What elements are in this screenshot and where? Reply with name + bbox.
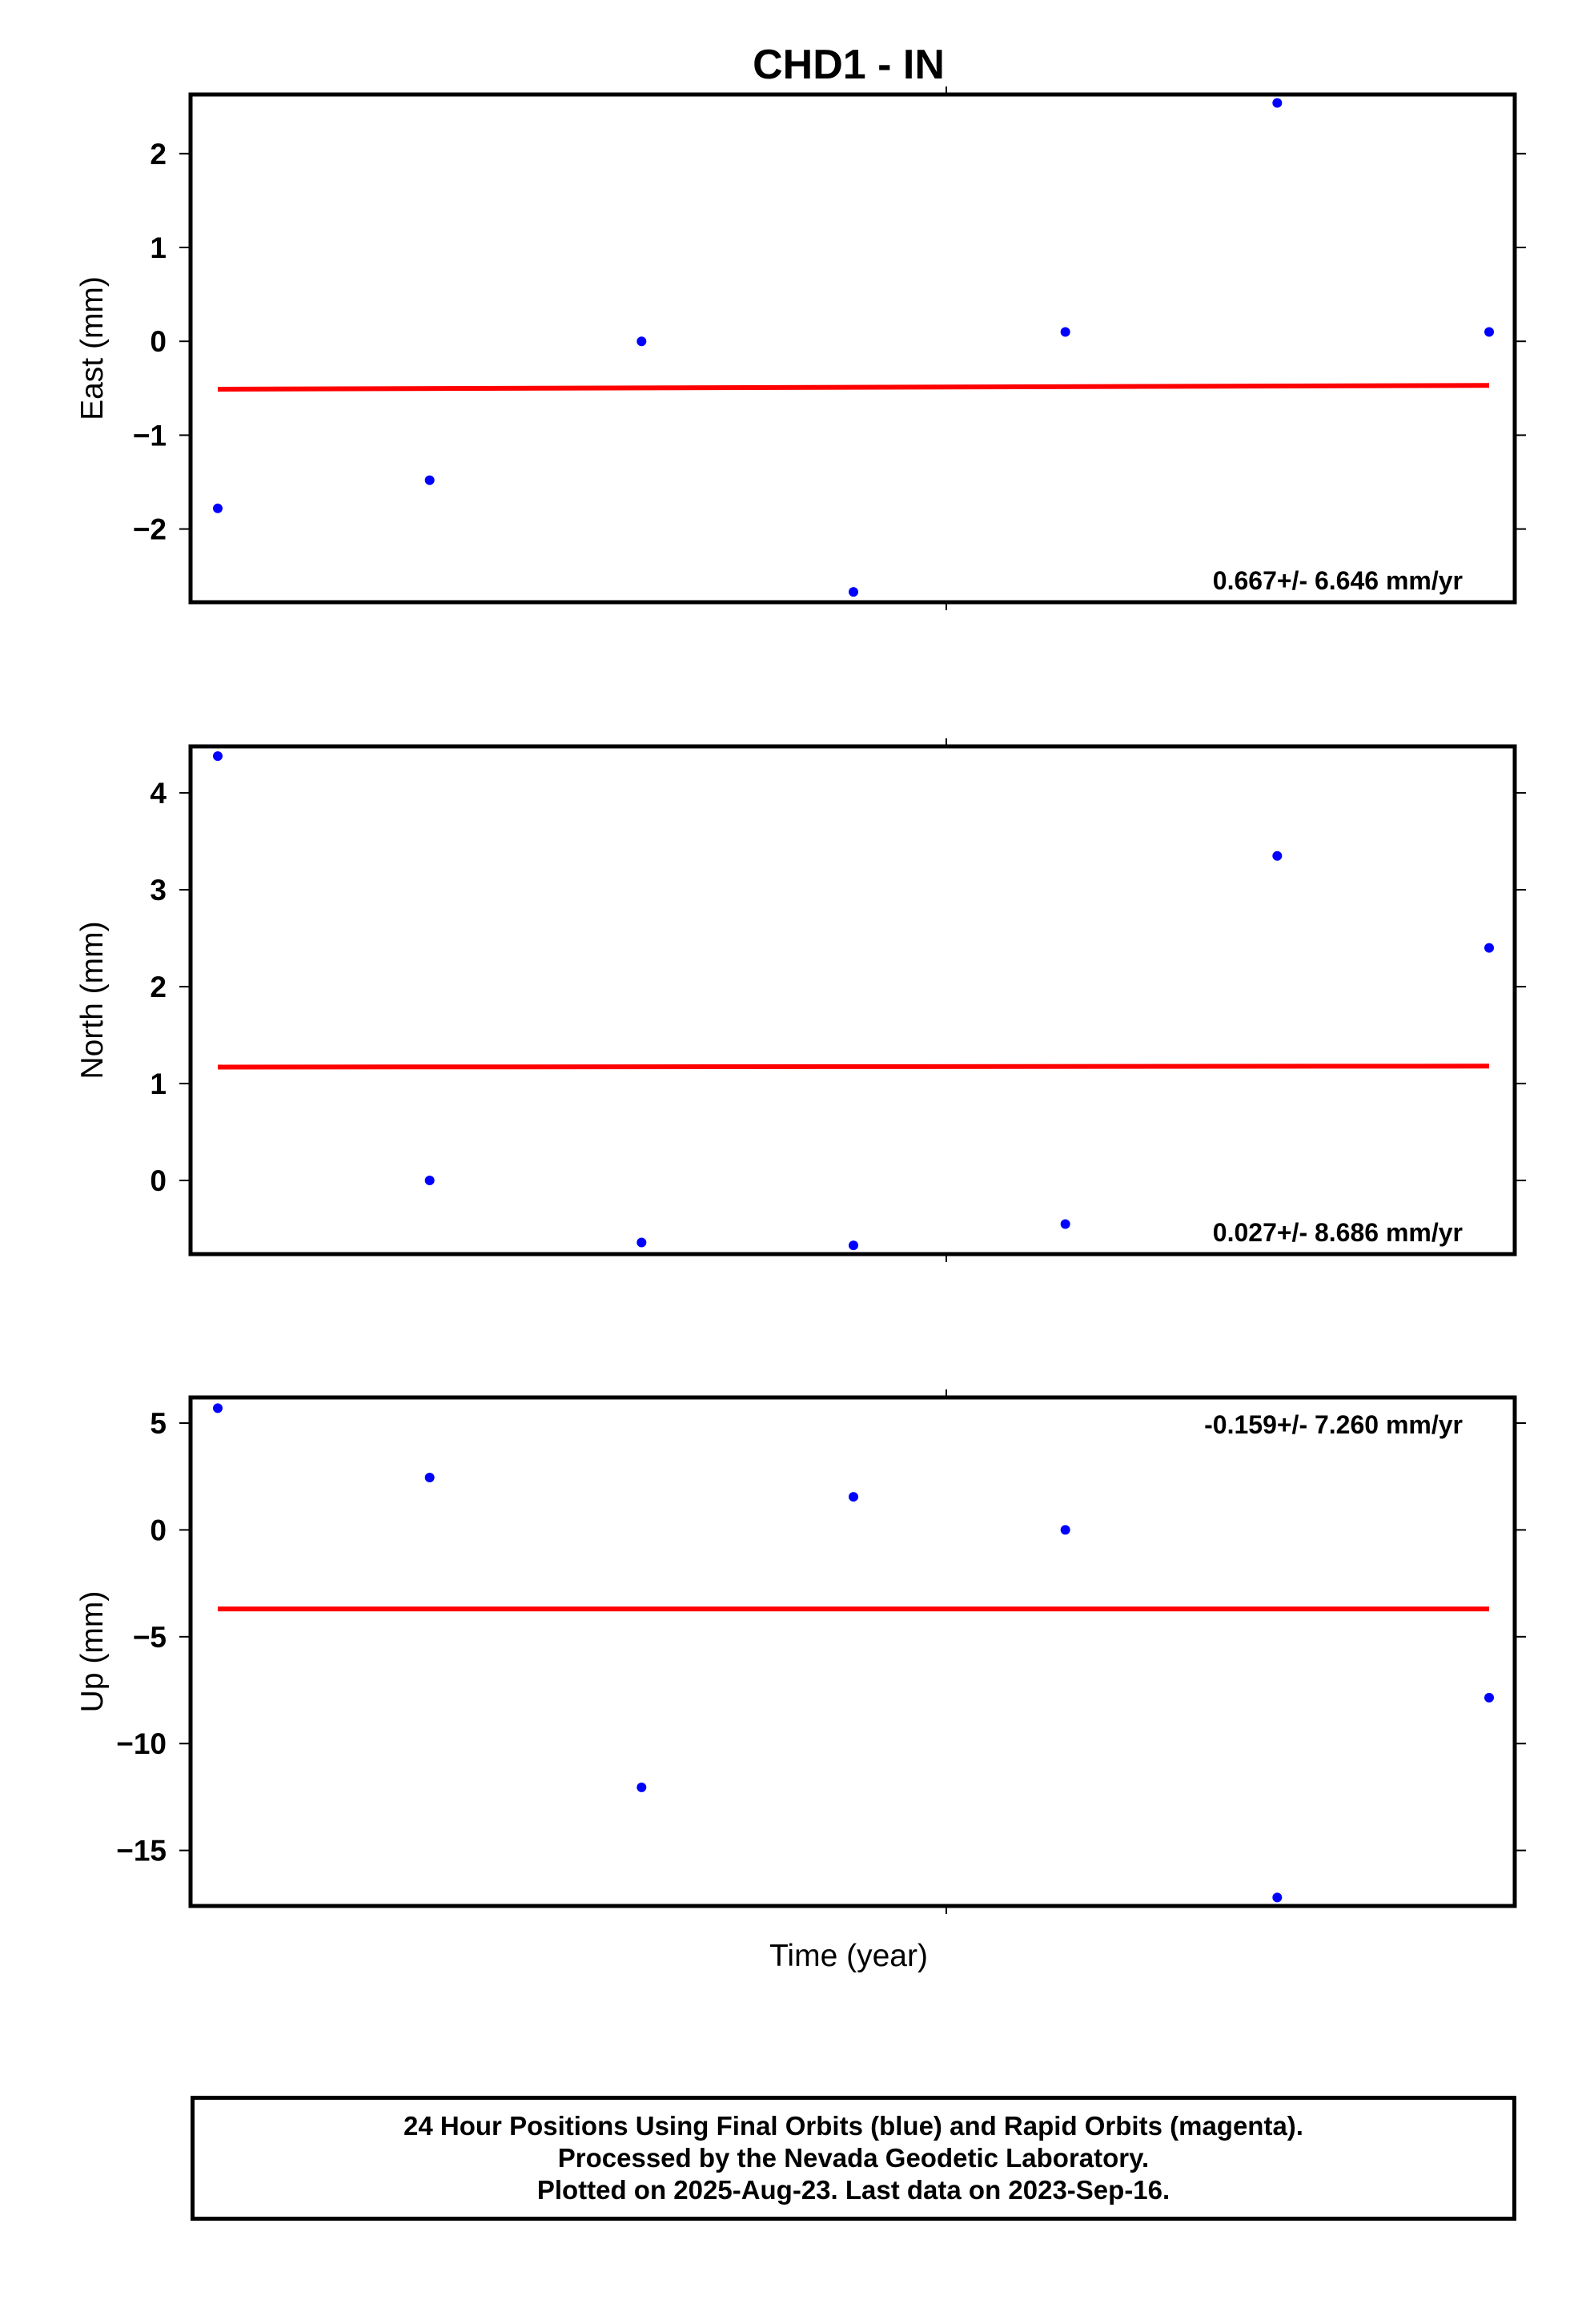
footer-line-3: Plotted on 2025-Aug-23. Last data on 202… [536, 2175, 1170, 2205]
north-data-point [213, 751, 223, 762]
east-data-point [849, 587, 858, 597]
east-data-point [1060, 327, 1070, 337]
east-data-point [1272, 98, 1283, 108]
north-y-axis-label: North (mm) [75, 921, 110, 1079]
up-panel: 5 0 −5 −10 −15 Up (mm) -0.159+/- 7.260 mm/yr [75, 1389, 1526, 1914]
north-trend-line [217, 1063, 1490, 1070]
north-frame [188, 744, 1517, 1256]
up-ytick-label: −15 [116, 1835, 167, 1868]
east-ytick-label: 0 [150, 325, 167, 358]
up-data-point [849, 1492, 858, 1502]
up-frame [188, 1395, 1517, 1908]
east-ytick-label: −1 [133, 419, 167, 452]
north-rate-label: 0.027+/- 8.686 mm/yr [1213, 1218, 1463, 1247]
north-data-point [1060, 1219, 1070, 1229]
north-ytick-label: 4 [150, 777, 167, 810]
east-ytick-label: −2 [133, 513, 167, 546]
north-panel: 4 3 2 1 0 North (mm) 0.027+/- 8.686 mm/yr [75, 738, 1526, 1262]
chart-title: CHD1 - IN [753, 42, 945, 88]
east-data-point [1484, 327, 1494, 337]
east-ytick-label: 1 [150, 231, 167, 264]
east-panel: 2 1 0 −1 −2 East (mm) 0.667+/- 6.646 mm/yr [75, 86, 1526, 610]
up-data-point [213, 1403, 223, 1413]
east-data-point [424, 475, 435, 485]
up-y-axis-label: Up (mm) [75, 1591, 110, 1713]
east-trend-line [217, 383, 1490, 392]
east-data-point [213, 503, 223, 513]
north-data-point [424, 1176, 435, 1186]
east-ytick-label: 2 [150, 138, 167, 171]
up-ytick-label: 0 [150, 1514, 167, 1546]
north-ytick-label: 0 [150, 1164, 167, 1197]
north-ytick-label: 1 [150, 1068, 167, 1100]
north-data-point [1272, 850, 1283, 861]
x-axis-label: Time (year) [769, 1939, 928, 1973]
east-y-axis-label: East (mm) [75, 276, 110, 420]
up-data-point [1272, 1892, 1283, 1903]
east-rate-label: 0.667+/- 6.646 mm/yr [1213, 566, 1463, 595]
up-rate-label: -0.159+/- 7.260 mm/yr [1204, 1410, 1463, 1439]
north-data-point [636, 1237, 647, 1248]
up-ytick-label: −5 [133, 1621, 167, 1654]
east-data-point [636, 336, 647, 347]
panels: 2 1 0 −1 −2 East (mm) 0.667+/- 6.646 mm/yr 4 3 2 1… [75, 86, 1526, 1914]
up-data-point [636, 1782, 647, 1792]
up-data-point [1060, 1525, 1070, 1535]
up-ytick-label: 5 [150, 1407, 167, 1440]
up-ytick-label: −10 [116, 1727, 167, 1760]
north-data-point [1484, 943, 1494, 953]
up-data-point [424, 1473, 435, 1483]
footer-line-2: Processed by the Nevada Geodetic Laborat… [557, 2143, 1150, 2173]
north-data-point [849, 1240, 858, 1251]
footer-line-1: 24 Hour Positions Using Final Orbits (bl… [404, 2111, 1303, 2141]
up-data-point [1484, 1692, 1494, 1703]
footer-box: 24 Hour Positions Using Final Orbits (bl… [191, 2096, 1516, 2221]
east-frame [188, 92, 1517, 605]
north-ytick-label: 3 [150, 874, 167, 907]
north-ytick-label: 2 [150, 971, 167, 1003]
